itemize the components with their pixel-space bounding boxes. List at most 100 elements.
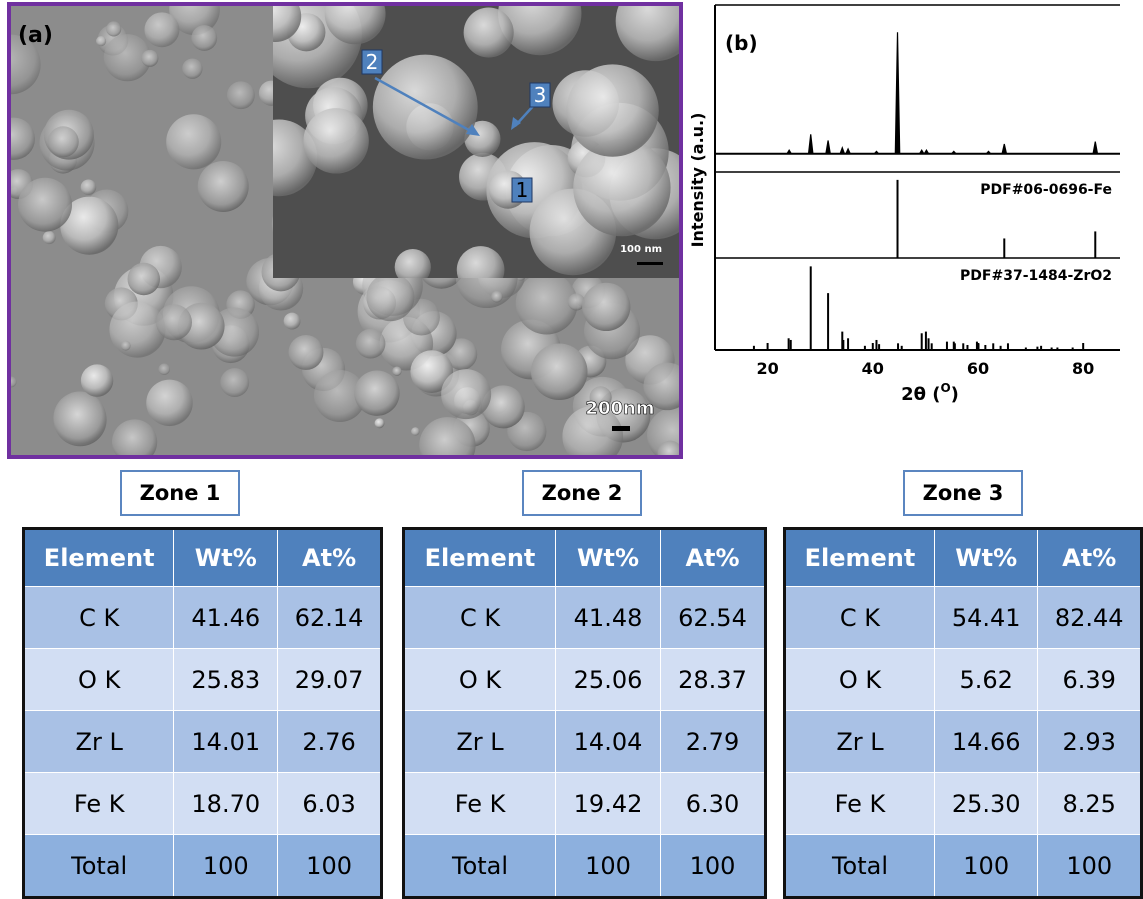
zone-label: Zone 3 — [903, 470, 1023, 516]
table-cell: 100 — [933, 834, 1039, 898]
inset-scale-bar — [637, 262, 663, 265]
x-axis-label: 2θ (O) — [901, 381, 959, 405]
peak — [807, 134, 814, 154]
table-cell: 6.30 — [660, 772, 766, 835]
table-cell: Total — [22, 834, 175, 898]
arrow-head — [466, 124, 480, 136]
particle — [109, 301, 166, 358]
particle — [392, 366, 402, 376]
arrow-head — [511, 117, 521, 130]
x-tick-label: 40 — [862, 359, 884, 378]
table-cell: Fe K — [784, 772, 935, 835]
table-row: C K 54.41 82.44 — [784, 586, 1142, 649]
peak — [923, 148, 930, 155]
marker-box — [511, 177, 533, 203]
particle — [106, 21, 122, 37]
legend-label: PDF#37-1484-ZrO2 — [960, 268, 1112, 284]
marker-box — [361, 49, 383, 75]
header-cell: Element — [22, 528, 175, 587]
table-row: C K 41.48 62.54 — [402, 586, 766, 649]
table-cell: O K — [784, 648, 935, 711]
panel-label: (a) — [18, 23, 53, 48]
table-cell: Total — [784, 834, 935, 898]
particle — [220, 368, 250, 397]
marker-box — [529, 82, 551, 108]
inset-scale-label: 100 nm — [620, 244, 662, 255]
particle — [441, 369, 492, 420]
table-cell: 41.46 — [173, 586, 279, 649]
table-row: Total 100 100 — [784, 834, 1142, 898]
particle — [120, 340, 131, 351]
sem-inset — [273, 5, 680, 278]
table-cell: 6.03 — [277, 772, 382, 835]
table-cell: 29.07 — [277, 648, 382, 711]
header-row: Element Wt% At% — [22, 528, 382, 587]
table-cell: C K — [402, 586, 557, 649]
scale-bar — [612, 426, 630, 431]
particle — [158, 363, 170, 375]
peak — [918, 148, 925, 155]
particle — [273, 5, 302, 42]
particle — [166, 114, 222, 170]
peak — [786, 148, 792, 155]
particle — [411, 427, 420, 436]
table-cell: 14.66 — [933, 710, 1039, 773]
table-cell: 14.01 — [173, 710, 279, 773]
particle — [226, 81, 255, 110]
particle — [615, 5, 680, 62]
particle — [60, 196, 119, 255]
panel-a-overlay: (a) 2 3 1 100 nm 200nm — [18, 23, 663, 431]
table-cell: O K — [402, 648, 557, 711]
particle — [10, 376, 17, 388]
particle — [283, 312, 301, 330]
particle — [410, 350, 454, 393]
eds-table: Element Wt% At% C K 41.46 62.14 O K 25.83 29.07 Z… — [22, 527, 383, 899]
scale-label: 200nm — [585, 398, 654, 419]
peak — [985, 150, 992, 155]
table-row: Fe K 18.70 6.03 — [22, 772, 382, 835]
particle — [10, 34, 41, 95]
particle — [144, 12, 180, 48]
particle — [490, 290, 503, 303]
table-cell: 2.76 — [277, 710, 382, 773]
particle — [589, 386, 612, 409]
particle — [127, 262, 161, 296]
particle — [463, 7, 514, 58]
table-cell: 62.14 — [277, 586, 382, 649]
particle — [657, 440, 680, 456]
table-row: Zr L 14.66 2.93 — [784, 710, 1142, 773]
particle — [354, 370, 400, 416]
marker: 3 — [534, 83, 547, 107]
y-axis-label: Intensity (a.u.) — [688, 113, 707, 248]
header-cell: At% — [1037, 528, 1142, 587]
header-cell: At% — [660, 528, 766, 587]
table-cell: 2.93 — [1037, 710, 1142, 773]
peak — [873, 150, 880, 155]
particle — [53, 393, 107, 447]
x-axis-label-sup: O — [940, 381, 950, 395]
table-cell: 100 — [660, 834, 766, 898]
table-cell: Zr L — [784, 710, 935, 773]
particle — [96, 36, 107, 47]
peak — [839, 145, 846, 154]
particle — [481, 385, 525, 429]
table-cell: Total — [402, 834, 557, 898]
header-cell: Element — [784, 528, 935, 587]
table-cell: C K — [784, 586, 935, 649]
zone-label: Zone 2 — [522, 470, 642, 516]
table-row: Zr L 14.01 2.76 — [22, 710, 382, 773]
x-axis-label-text: 2θ ( — [901, 384, 940, 405]
figure-page: (a) 2 3 1 100 nm 200nm (b) Intensity (a.… — [7, 2, 1143, 899]
header-row: Element Wt% At% — [402, 528, 766, 587]
particle — [456, 246, 505, 278]
header-cell: Wt% — [555, 528, 661, 587]
xrd-chart: (b) Intensity (a.u.) 2θ (O) 20 40 60 80 PDF#… — [688, 4, 1120, 405]
table-cell: 19.42 — [555, 772, 661, 835]
peak — [894, 32, 901, 154]
zone-label: Zone 1 — [120, 470, 240, 516]
particle — [146, 379, 193, 427]
particle — [530, 343, 588, 400]
particle — [288, 334, 324, 370]
table-row: Fe K 19.42 6.30 — [402, 772, 766, 835]
table-cell: 6.39 — [1037, 648, 1142, 711]
